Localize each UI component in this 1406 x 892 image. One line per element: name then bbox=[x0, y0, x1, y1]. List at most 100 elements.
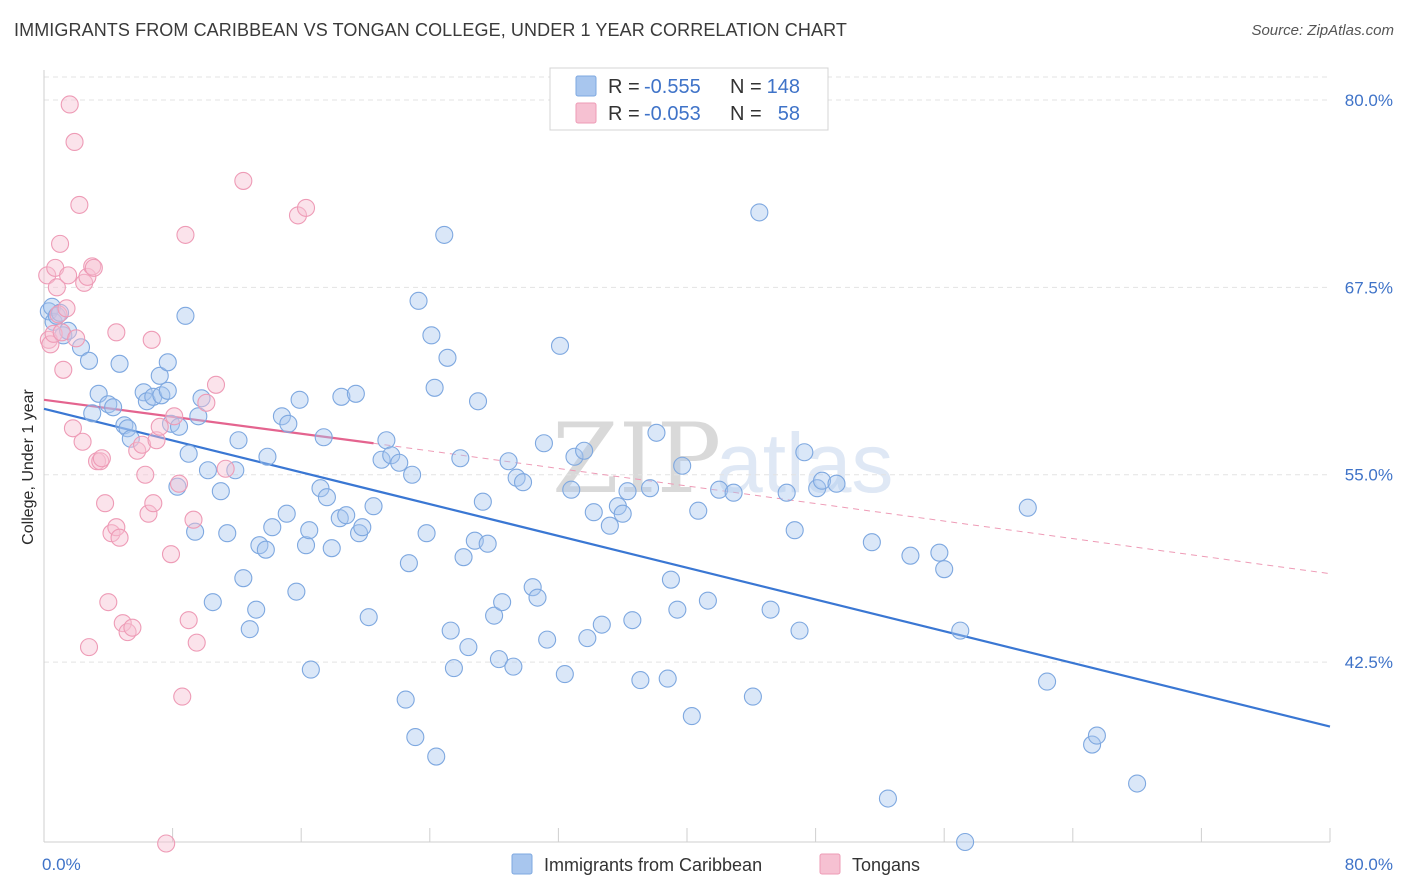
data-point-caribbean bbox=[337, 506, 356, 525]
data-point-caribbean bbox=[658, 669, 677, 688]
data-point-tongans bbox=[144, 494, 163, 513]
data-point-caribbean bbox=[901, 546, 920, 565]
data-point-caribbean bbox=[377, 431, 396, 450]
data-point-caribbean bbox=[263, 518, 282, 537]
data-point-caribbean bbox=[444, 659, 463, 678]
data-point-tongans bbox=[139, 504, 158, 523]
data-point-caribbean bbox=[406, 728, 425, 747]
data-point-caribbean bbox=[935, 560, 954, 579]
source-label: Source: ZipAtlas.com bbox=[1251, 22, 1394, 39]
data-point-tongans bbox=[142, 330, 161, 349]
data-point-caribbean bbox=[710, 480, 729, 499]
y-axis-label: College, Under 1 year bbox=[20, 389, 37, 545]
data-point-caribbean bbox=[454, 548, 473, 567]
data-point-caribbean bbox=[489, 650, 508, 669]
data-point-tongans bbox=[165, 407, 184, 426]
data-point-tongans bbox=[184, 510, 203, 529]
data-point-caribbean bbox=[523, 578, 542, 597]
data-point-caribbean bbox=[750, 203, 769, 222]
data-point-caribbean bbox=[668, 600, 687, 619]
data-point-caribbean bbox=[930, 543, 949, 562]
data-point-caribbean bbox=[698, 591, 717, 610]
data-point-tongans bbox=[173, 687, 192, 706]
data-point-caribbean bbox=[862, 533, 881, 552]
data-point-caribbean bbox=[189, 407, 208, 426]
data-point-caribbean bbox=[296, 536, 316, 555]
data-point-caribbean bbox=[435, 225, 454, 244]
data-point-caribbean bbox=[592, 615, 611, 634]
data-point-caribbean bbox=[459, 638, 478, 657]
x-tick-label-min: 0.0% bbox=[42, 855, 81, 874]
data-point-caribbean bbox=[785, 521, 804, 540]
data-point-caribbean bbox=[300, 521, 319, 540]
data-point-caribbean bbox=[640, 479, 660, 498]
data-point-caribbean bbox=[390, 453, 409, 472]
data-point-caribbean bbox=[359, 608, 378, 627]
watermark-atlas: atlas bbox=[716, 416, 893, 510]
data-point-tongans bbox=[206, 375, 226, 394]
data-point-caribbean bbox=[438, 348, 457, 367]
data-point-caribbean bbox=[247, 600, 266, 619]
data-point-tongans bbox=[65, 132, 84, 152]
data-point-caribbean bbox=[158, 353, 177, 372]
data-point-tongans bbox=[60, 95, 79, 114]
data-point-caribbean bbox=[403, 465, 422, 484]
data-point-caribbean bbox=[827, 474, 846, 493]
data-point-caribbean bbox=[104, 398, 123, 417]
data-point-tongans bbox=[133, 435, 152, 454]
data-point-caribbean bbox=[1083, 735, 1102, 754]
data-point-caribbean bbox=[565, 447, 584, 466]
data-point-caribbean bbox=[399, 554, 418, 573]
data-point-caribbean bbox=[613, 504, 632, 523]
data-point-tongans bbox=[176, 225, 195, 244]
data-point-caribbean bbox=[951, 621, 970, 640]
legend-swatch-tongans bbox=[575, 102, 597, 124]
legend-swatch-caribbean bbox=[575, 75, 597, 97]
data-point-caribbean bbox=[956, 832, 975, 852]
data-point-tongans bbox=[41, 335, 60, 354]
data-point-tongans bbox=[79, 638, 99, 657]
data-point-caribbean bbox=[332, 387, 351, 406]
data-point-caribbean bbox=[812, 471, 832, 490]
data-point-caribbean bbox=[689, 501, 708, 520]
legend-r-value-caribbean: -0.555 bbox=[644, 76, 701, 98]
data-point-tongans bbox=[157, 834, 176, 853]
data-point-caribbean bbox=[372, 450, 391, 469]
data-point-caribbean bbox=[311, 479, 330, 498]
data-point-caribbean bbox=[1018, 498, 1037, 517]
data-point-tongans bbox=[110, 528, 129, 547]
data-point-caribbean bbox=[584, 503, 603, 522]
legend-top: R = -0.555 N = 148 R = -0.053 N = 58 bbox=[549, 67, 829, 131]
data-point-caribbean bbox=[417, 524, 436, 543]
data-point-caribbean bbox=[795, 443, 814, 462]
data-point-caribbean bbox=[364, 497, 383, 516]
data-point-tongans bbox=[128, 441, 147, 460]
data-point-tongans bbox=[234, 171, 253, 190]
data-point-caribbean bbox=[198, 461, 218, 480]
data-point-caribbean bbox=[743, 687, 762, 706]
data-point-tongans bbox=[84, 258, 103, 277]
chart-title: IMMIGRANTS FROM CARIBBEAN VS TONGAN COLL… bbox=[14, 20, 847, 40]
data-point-caribbean bbox=[279, 414, 298, 433]
trend-line-caribbean bbox=[43, 407, 1331, 728]
data-point-caribbean bbox=[272, 407, 291, 426]
data-point-caribbean bbox=[176, 306, 195, 325]
data-point-caribbean bbox=[600, 516, 619, 535]
data-point-caribbean bbox=[79, 351, 99, 370]
data-point-caribbean bbox=[168, 477, 187, 496]
data-point-caribbean bbox=[322, 539, 341, 558]
data-point-caribbean bbox=[211, 482, 230, 501]
data-point-tongans bbox=[51, 234, 70, 253]
data-point-tongans bbox=[179, 611, 198, 630]
data-point-tongans bbox=[107, 518, 126, 537]
data-point-caribbean bbox=[317, 488, 336, 507]
data-point-caribbean bbox=[777, 483, 796, 502]
data-point-tongans bbox=[296, 198, 316, 217]
y-tick-label: 42.5% bbox=[1345, 653, 1393, 672]
data-point-caribbean bbox=[661, 570, 680, 589]
x-axis-ticks bbox=[43, 828, 1331, 842]
data-point-tongans bbox=[96, 494, 115, 513]
data-point-caribbean bbox=[504, 657, 523, 676]
data-point-tongans bbox=[73, 432, 92, 451]
data-point-caribbean bbox=[562, 480, 581, 499]
